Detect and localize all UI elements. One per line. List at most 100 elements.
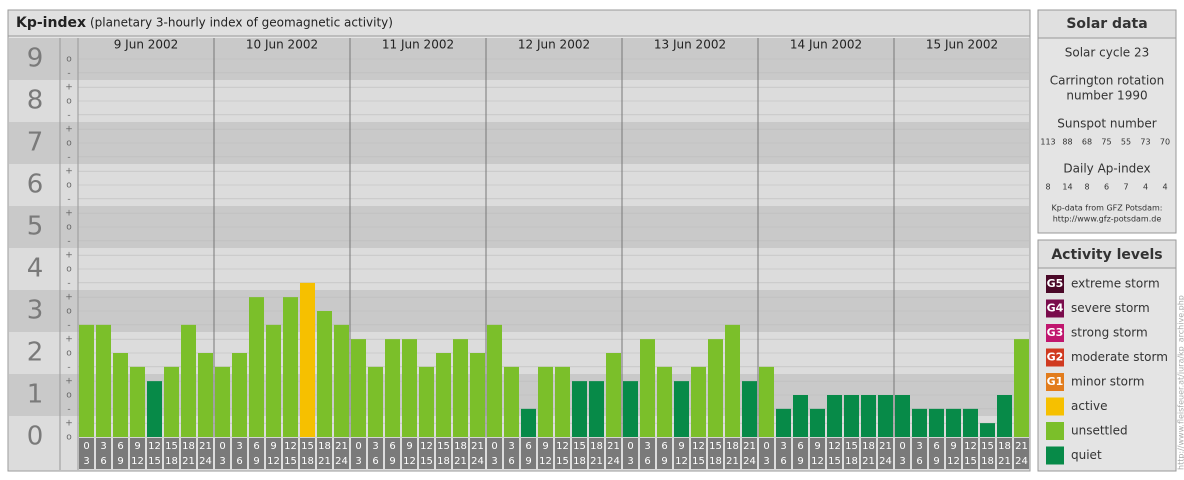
bar [708, 339, 723, 437]
hour-to: 6 [236, 456, 242, 467]
hour-box [929, 438, 944, 469]
hour-box [79, 438, 94, 469]
hour-from: 18 [454, 441, 467, 452]
bar [963, 408, 978, 437]
hour-to: 21 [862, 456, 875, 467]
hour-to: 12 [131, 456, 144, 467]
y-tick-label: 9 [27, 44, 44, 74]
hour-to: 21 [590, 456, 603, 467]
bar [912, 408, 927, 437]
minor-tick-label: o [66, 265, 72, 275]
hour-box [555, 438, 570, 469]
bar [674, 381, 689, 437]
minor-tick-label: o [66, 349, 72, 359]
hour-from: 6 [661, 441, 667, 452]
panel-text: Sunspot number [1057, 117, 1156, 131]
hour-to: 9 [117, 456, 123, 467]
hour-box [691, 438, 706, 469]
minor-tick-label: - [67, 68, 70, 78]
hour-from: 0 [899, 441, 905, 452]
hour-from: 3 [508, 441, 514, 452]
panel-text: number 1990 [1066, 89, 1147, 103]
legend-swatch [1046, 422, 1064, 440]
panel-text: Daily Ap-index [1063, 162, 1150, 176]
panel-text: Kp-data from GFZ Potsdam: [1052, 204, 1163, 213]
minor-tick-label: + [65, 83, 73, 93]
hour-box [708, 438, 723, 469]
hour-from: 6 [797, 441, 803, 452]
legend-badge: G3 [1047, 326, 1064, 339]
y-tick-label: 5 [27, 212, 44, 242]
hour-from: 9 [406, 441, 412, 452]
hour-box [963, 438, 978, 469]
hour-from: 6 [933, 441, 939, 452]
bar [283, 297, 298, 437]
legend-swatch [1046, 446, 1064, 465]
hour-from: 3 [236, 441, 242, 452]
hour-from: 21 [879, 441, 892, 452]
hour-to: 9 [933, 456, 939, 467]
bar [742, 381, 757, 437]
bar [351, 339, 366, 437]
minor-tick-label: + [65, 251, 73, 261]
hour-from: 12 [148, 441, 161, 452]
hour-from: 9 [950, 441, 956, 452]
bar [657, 366, 672, 437]
bar [521, 408, 536, 437]
hour-from: 6 [525, 441, 531, 452]
bar [147, 381, 162, 437]
hour-to: 6 [916, 456, 922, 467]
bar [844, 395, 859, 437]
bar [198, 353, 213, 437]
hour-from: 12 [556, 441, 569, 452]
hour-from: 18 [318, 441, 331, 452]
y-tick-label: 2 [27, 338, 44, 368]
bar [1014, 339, 1029, 437]
y-tick-label: 1 [27, 380, 44, 410]
hour-box [759, 438, 774, 469]
bar [572, 381, 587, 437]
hour-to: 3 [627, 456, 633, 467]
hour-from: 0 [355, 441, 361, 452]
hour-box [470, 438, 485, 469]
panel-text: 8 [1084, 183, 1089, 192]
hour-to: 12 [947, 456, 960, 467]
hour-from: 21 [471, 441, 484, 452]
hour-to: 3 [355, 456, 361, 467]
hour-from: 12 [964, 441, 977, 452]
hour-from: 15 [845, 441, 858, 452]
hour-box [861, 438, 876, 469]
day-label: 14 Jun 2002 [790, 38, 862, 52]
hour-box [232, 438, 247, 469]
hour-from: 15 [165, 441, 178, 452]
minor-tick-label: - [67, 194, 70, 204]
day-label: 13 Jun 2002 [654, 38, 726, 52]
hour-to: 12 [811, 456, 824, 467]
panel-text: Carrington rotation [1050, 74, 1164, 88]
solar-header [1037, 9, 1177, 39]
hour-box [895, 438, 910, 469]
hour-box [742, 438, 757, 469]
hour-to: 15 [828, 456, 841, 467]
chart-title: Kp-index [16, 15, 86, 31]
hour-to: 6 [372, 456, 378, 467]
hour-to: 9 [661, 456, 667, 467]
minor-tick-label: o [66, 223, 72, 233]
day-label: 15 Jun 2002 [926, 38, 998, 52]
hour-box [793, 438, 808, 469]
day-label: 10 Jun 2002 [246, 38, 318, 52]
hour-to: 3 [219, 456, 225, 467]
hour-box [198, 438, 213, 469]
hour-from: 3 [372, 441, 378, 452]
hour-to: 24 [199, 456, 212, 467]
hour-from: 12 [692, 441, 705, 452]
hour-to: 3 [83, 456, 89, 467]
bar [929, 408, 944, 437]
bar [725, 324, 740, 437]
minor-tick-label: o [66, 433, 72, 443]
hour-box [317, 438, 332, 469]
chart-subtitle: (planetary 3-hourly index of geomagnetic… [90, 16, 393, 30]
hour-from: 12 [828, 441, 841, 452]
watermark: http://www.fleisfeuer.at/jura/kp_archive… [1177, 295, 1184, 470]
